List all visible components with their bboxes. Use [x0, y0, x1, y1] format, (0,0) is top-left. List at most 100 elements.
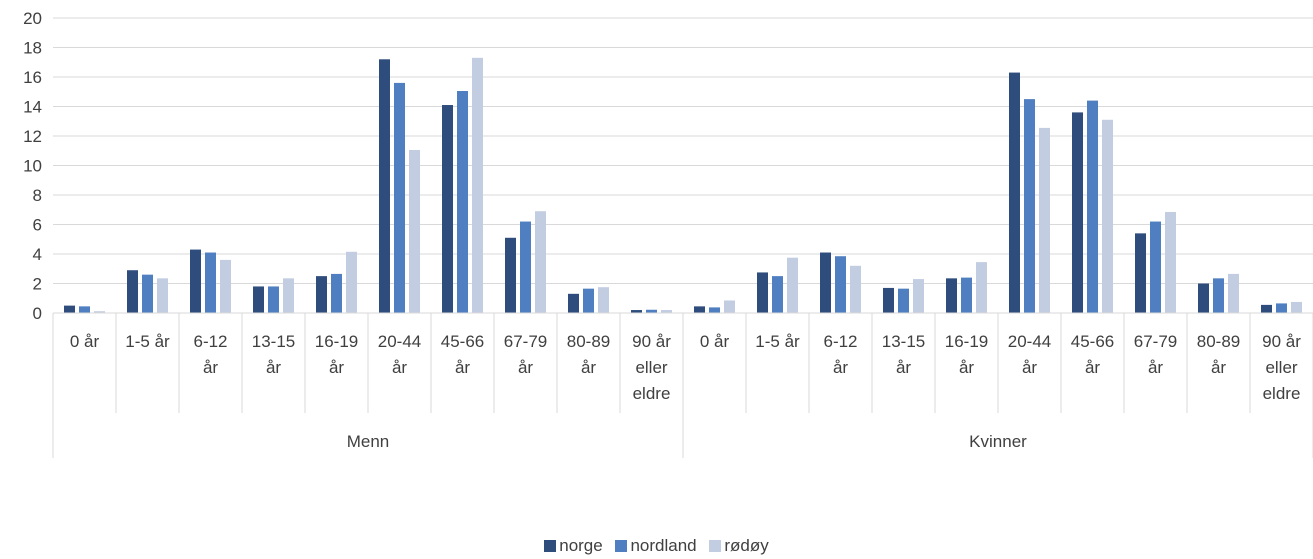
legend-swatch-nordland [615, 540, 628, 552]
bar-rodøy [976, 262, 987, 313]
x-category-label-line: 90 år [632, 332, 671, 351]
y-tick-label: 0 [33, 304, 42, 323]
x-category-label-line: 45-66 [1071, 332, 1114, 351]
bar-nordland [1087, 100, 1098, 313]
x-category-label: 45-66 år [1071, 332, 1114, 377]
x-category-label-line: år [1022, 358, 1037, 377]
y-tick-label: 16 [23, 68, 42, 87]
x-category-label-line: 13-15 [252, 332, 295, 351]
y-tick-label: 8 [33, 186, 42, 205]
x-category-label-line: 16-19 [315, 332, 358, 351]
x-category-label: 0 år [70, 332, 100, 351]
x-category-label-line: 6-12 [193, 332, 227, 351]
y-tick-label: 14 [23, 98, 42, 117]
bar-nordland [1213, 278, 1224, 313]
x-category-label-line: år [329, 358, 344, 377]
bar-nordland [268, 286, 279, 313]
bar-nordland [898, 288, 909, 313]
bar-rodøy [661, 310, 672, 313]
bar-rodøy [787, 257, 798, 313]
x-category-label-line: år [959, 358, 974, 377]
x-category-label-line: eldre [633, 384, 671, 403]
bar-nordland [1150, 221, 1161, 313]
bar-norge [505, 237, 516, 313]
x-category-label-line: år [1211, 358, 1226, 377]
bar-rodøy [535, 211, 546, 313]
bar-norge [820, 252, 831, 313]
x-category-label: 6-12 år [193, 332, 227, 377]
y-tick-label: 2 [33, 275, 42, 294]
bar-nordland [142, 274, 153, 313]
x-category-label-line: år [581, 358, 596, 377]
bar-nordland [1024, 99, 1035, 313]
bar-nordland [772, 276, 783, 313]
bar-norge [1198, 283, 1209, 313]
bar-chart: 0 2 4 6 8 10 12 14 16 18 20 0 år 1-5 år 6-12 år 13-15 år… [23, 9, 1313, 458]
bar-norge [127, 270, 138, 313]
bar-rodøy [1102, 119, 1113, 314]
x-category-label-line: 16-19 [945, 332, 988, 351]
legend-item-nordland: nordland [615, 536, 697, 556]
y-tick-label: 12 [23, 127, 42, 146]
x-category-label-line: 67-79 [504, 332, 547, 351]
x-category-label-line: 6-12 [823, 332, 857, 351]
bar-rodøy [913, 279, 924, 313]
bar-nordland [394, 82, 405, 314]
x-category-label: 90 år eller eldre [632, 332, 671, 403]
bar-rodøy [1228, 273, 1239, 313]
x-category-label-line: 20-44 [1008, 332, 1051, 351]
bar-norge [1261, 304, 1272, 313]
bar-rodøy [94, 311, 105, 313]
x-category-label-line: år [455, 358, 470, 377]
bar-nordland [709, 307, 720, 313]
bar-rodøy [472, 57, 483, 314]
x-category-label-line: år [203, 358, 218, 377]
x-group-label: Menn [347, 432, 390, 451]
bar-nordland [961, 277, 972, 313]
x-category-label-line: 20-44 [378, 332, 421, 351]
x-category-label: 20-44 år [1008, 332, 1051, 377]
bar-norge [379, 59, 390, 313]
bar-norge [1072, 112, 1083, 314]
x-category-label: 6-12 år [823, 332, 857, 377]
x-category-label: 1-5 år [755, 332, 800, 351]
bar-norge [946, 278, 957, 313]
x-category-label-line: år [392, 358, 407, 377]
x-category-label-line: år [1148, 358, 1163, 377]
bar-nordland [646, 309, 657, 313]
x-category-label: 45-66 år [441, 332, 484, 377]
bar-nordland [457, 91, 468, 313]
x-category-label-line: 1-5 år [755, 332, 800, 351]
x-category-label: 90 år eller eldre [1262, 332, 1301, 403]
x-category-label-line: eller [635, 358, 667, 377]
bar-norge [757, 272, 768, 313]
bar-rodøy [220, 259, 231, 313]
x-category-label: 0 år [700, 332, 730, 351]
legend-item-rodoy: rødøy [709, 536, 769, 556]
x-category-label-line: 1-5 år [125, 332, 170, 351]
y-tick-label: 4 [33, 245, 42, 264]
bar-rodøy [1291, 301, 1302, 313]
bar-norge [253, 286, 264, 313]
bar-rodøy [598, 287, 609, 313]
bar-nordland [1276, 303, 1287, 313]
y-tick-label: 20 [23, 9, 42, 28]
bar-rodøy [850, 265, 861, 313]
y-tick-label: 10 [23, 157, 42, 176]
x-category-label: 13-15 år [882, 332, 925, 377]
x-category-label-line: eldre [1263, 384, 1301, 403]
x-category-label-line: 90 år [1262, 332, 1301, 351]
x-category-label-line: 0 år [70, 332, 100, 351]
x-category-label: 80-89 år [567, 332, 610, 377]
x-category-label: 20-44 år [378, 332, 421, 377]
x-category-label-line: år [833, 358, 848, 377]
x-category-label: 80-89 år [1197, 332, 1240, 377]
bar-norge [316, 276, 327, 313]
legend-item-norge: norge [544, 536, 603, 556]
bar-rodøy [1039, 127, 1050, 313]
y-tick-label: 6 [33, 216, 42, 235]
bar-norge [568, 293, 579, 313]
bar-norge [1135, 233, 1146, 313]
x-category-label: 1-5 år [125, 332, 170, 351]
x-category-label-line: 80-89 [1197, 332, 1240, 351]
